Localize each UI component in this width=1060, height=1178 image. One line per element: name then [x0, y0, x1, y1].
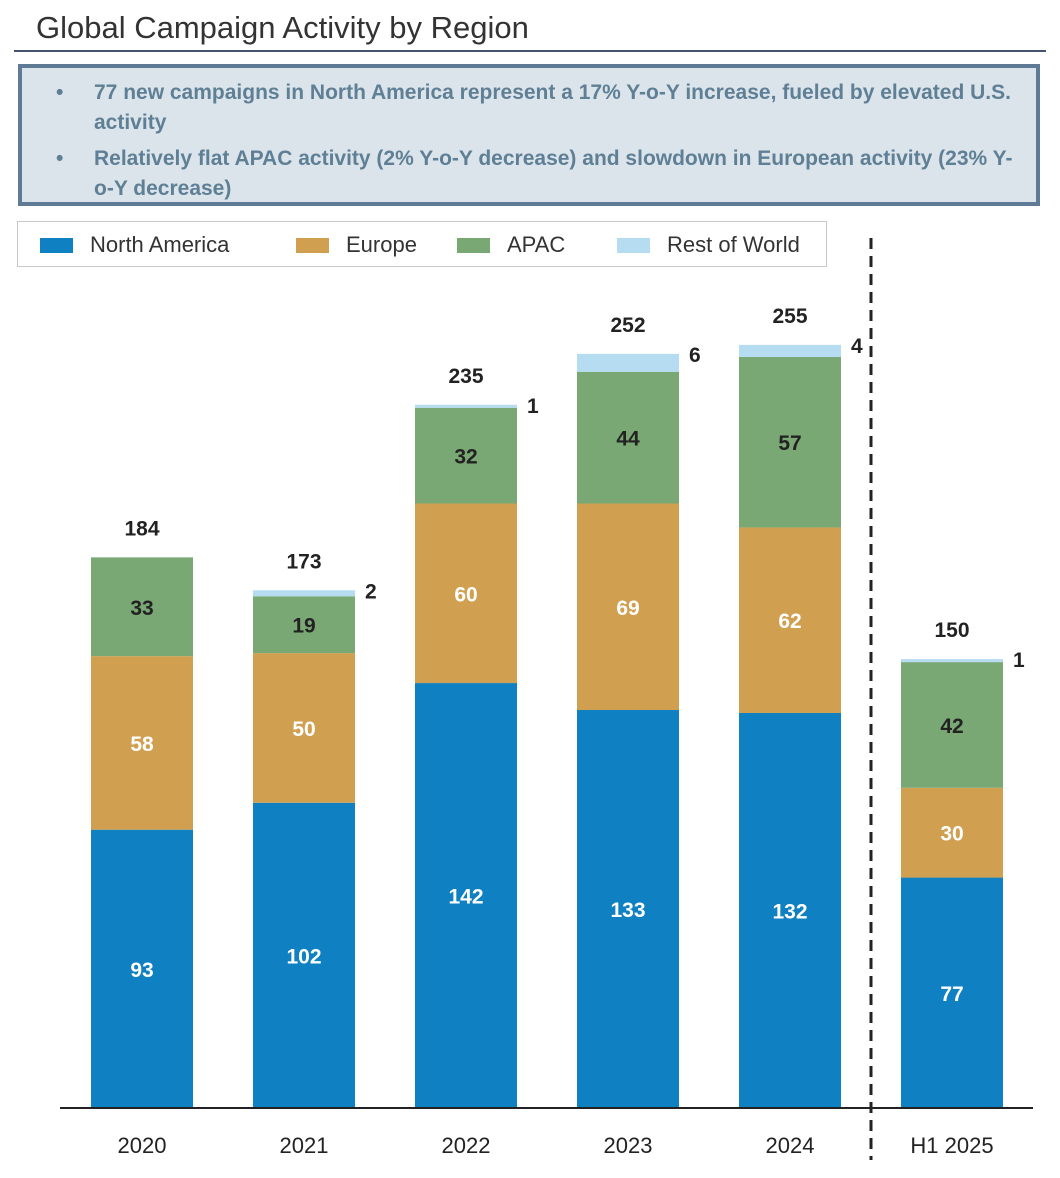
bar-segment-north-america	[415, 683, 517, 1108]
chart-title: Global Campaign Activity by Region	[36, 10, 529, 45]
legend-item-north-america: North America	[40, 232, 229, 258]
bullet-glyph: •	[56, 81, 64, 104]
data-label-europe: 62	[778, 610, 801, 633]
bar-segment-rest-of-world	[415, 404, 517, 408]
bar-segment-rest-of-world	[739, 344, 841, 357]
bar-segment-europe	[91, 656, 193, 830]
data-label-rest-of-world: 2	[365, 580, 377, 603]
bar-segment-europe	[901, 787, 1003, 878]
data-label-apac: 57	[778, 432, 801, 455]
data-label-north-america: 133	[610, 899, 645, 922]
legend-label: Europe	[346, 232, 417, 257]
data-label-europe: 69	[616, 597, 639, 620]
data-label-apac: 44	[616, 428, 640, 451]
data-label-north-america: 102	[286, 945, 321, 968]
bar-segment-europe	[577, 503, 679, 710]
bar-segment-europe	[415, 503, 517, 684]
x-tick-label: 2021	[280, 1133, 329, 1158]
x-tick-label: 2022	[442, 1133, 491, 1158]
total-label: 235	[448, 365, 483, 388]
total-label: 255	[772, 305, 807, 328]
legend-swatch	[617, 237, 650, 253]
total-label: 184	[124, 517, 159, 540]
callout-bullet: • 77 new campaigns in North America repr…	[56, 78, 1016, 138]
bar-segment-apac	[415, 407, 517, 504]
legend-item-europe: Europe	[296, 232, 417, 258]
total-label: 252	[610, 314, 645, 337]
bar-segment-north-america	[739, 712, 841, 1108]
total-label: 150	[934, 619, 969, 642]
bar-segment-north-america	[91, 829, 193, 1108]
total-label: 173	[286, 550, 321, 573]
bar-segment-apac	[739, 356, 841, 528]
data-label-apac: 32	[454, 446, 477, 469]
bar-segment-rest-of-world	[253, 590, 355, 597]
summary-callout: • 77 new campaigns in North America repr…	[18, 64, 1040, 206]
data-label-apac: 42	[940, 715, 963, 738]
x-tick-label: 2023	[604, 1133, 653, 1158]
legend-item-apac: APAC	[457, 232, 565, 258]
x-tick-label: H1 2025	[910, 1133, 993, 1158]
bar-segment-rest-of-world	[577, 353, 679, 372]
x-tick-label: 2020	[118, 1133, 167, 1158]
legend-swatch	[40, 237, 73, 253]
data-label-rest-of-world: 1	[1013, 649, 1025, 672]
legend-swatch	[296, 237, 329, 253]
callout-bullet: • Relatively flat APAC activity (2% Y-o-…	[56, 144, 1016, 204]
data-label-rest-of-world: 1	[527, 395, 539, 418]
bar-segment-north-america	[577, 709, 679, 1108]
legend-label: North America	[90, 232, 230, 257]
data-label-europe: 30	[940, 823, 963, 846]
bar-segment-apac	[901, 662, 1003, 788]
bar-segment-north-america	[253, 802, 355, 1108]
bar-segment-europe	[253, 653, 355, 803]
data-label-europe: 50	[292, 718, 315, 741]
bar-segment-north-america	[901, 877, 1003, 1108]
callout-bullet-text: Relatively flat APAC activity (2% Y-o-Y …	[94, 147, 1013, 200]
legend-label: APAC	[507, 232, 566, 257]
data-label-apac: 19	[292, 615, 315, 638]
legend-label: Rest of World	[667, 232, 800, 257]
data-label-europe: 60	[454, 583, 477, 606]
title-underline	[14, 50, 1046, 52]
bar-segment-europe	[739, 527, 841, 713]
x-tick-label: 2024	[766, 1133, 815, 1158]
chart-legend: North America Europe APAC Rest of World	[17, 221, 827, 267]
data-label-apac: 33	[130, 597, 153, 620]
data-label-rest-of-world: 4	[851, 335, 863, 358]
callout-bullet-text: 77 new campaigns in North America repres…	[94, 81, 1011, 134]
bar-segment-apac	[253, 596, 355, 654]
data-label-north-america: 142	[448, 886, 483, 909]
legend-item-rest-of-world: Rest of World	[617, 232, 800, 258]
data-label-north-america: 77	[940, 983, 963, 1006]
bar-segment-apac	[91, 557, 193, 657]
bar-segment-apac	[577, 371, 679, 504]
legend-swatch	[457, 237, 490, 253]
data-label-north-america: 132	[772, 900, 807, 923]
data-label-europe: 58	[130, 733, 154, 756]
data-label-north-america: 93	[130, 959, 153, 982]
data-label-rest-of-world: 6	[689, 344, 701, 367]
bullet-glyph: •	[56, 147, 64, 170]
bar-segment-rest-of-world	[901, 659, 1003, 663]
